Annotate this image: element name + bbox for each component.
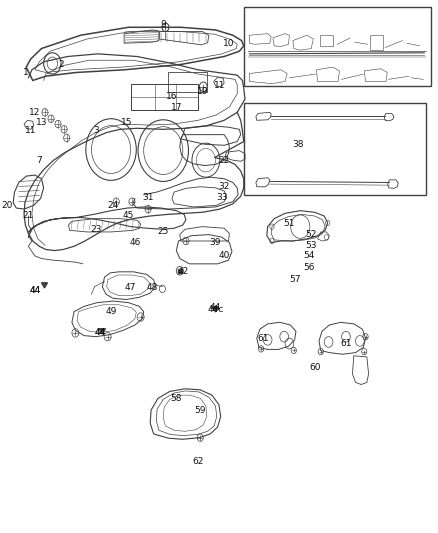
Text: 21: 21 xyxy=(23,212,34,221)
Text: 59: 59 xyxy=(194,406,206,415)
Text: 33: 33 xyxy=(216,193,228,202)
Text: 62: 62 xyxy=(192,457,204,466)
Text: 32: 32 xyxy=(219,182,230,191)
Text: 10: 10 xyxy=(223,39,234,48)
Text: 16: 16 xyxy=(166,92,178,101)
Text: 25: 25 xyxy=(158,228,169,237)
Text: 19: 19 xyxy=(197,86,208,95)
Text: 48: 48 xyxy=(147,283,158,292)
Text: 39: 39 xyxy=(210,238,221,247)
Text: 52: 52 xyxy=(305,230,317,239)
Text: 15: 15 xyxy=(120,118,132,127)
Text: 42: 42 xyxy=(177,268,188,276)
Text: 47: 47 xyxy=(125,283,136,292)
Text: 24: 24 xyxy=(108,201,119,210)
Text: 44: 44 xyxy=(95,328,106,337)
Text: 57: 57 xyxy=(290,275,301,284)
Text: 11: 11 xyxy=(214,81,226,90)
Text: 44: 44 xyxy=(210,303,221,312)
Text: 12: 12 xyxy=(29,108,41,117)
Text: 40: 40 xyxy=(219,252,230,260)
Text: 38: 38 xyxy=(292,140,304,149)
Text: 31: 31 xyxy=(142,193,154,202)
Text: 3: 3 xyxy=(93,126,99,135)
Text: 7: 7 xyxy=(36,156,42,165)
Text: 53: 53 xyxy=(305,241,317,250)
Text: 20: 20 xyxy=(2,201,13,210)
Text: 13: 13 xyxy=(36,118,47,127)
Text: 60: 60 xyxy=(310,363,321,372)
Text: 22: 22 xyxy=(219,156,230,165)
Text: 44: 44 xyxy=(29,286,41,295)
Text: 9: 9 xyxy=(160,20,166,29)
Text: 56: 56 xyxy=(303,263,315,272)
Text: 23: 23 xyxy=(90,225,102,234)
Text: 58: 58 xyxy=(170,394,182,403)
Text: 44: 44 xyxy=(29,286,41,295)
Text: 17: 17 xyxy=(170,102,182,111)
Text: 2: 2 xyxy=(58,60,64,69)
Text: 44: 44 xyxy=(95,328,106,337)
Text: 45: 45 xyxy=(123,212,134,221)
Text: 11: 11 xyxy=(25,126,36,135)
Text: 46: 46 xyxy=(129,238,141,247)
Text: 61: 61 xyxy=(258,334,269,343)
Text: 49: 49 xyxy=(106,307,117,316)
Text: 51: 51 xyxy=(284,220,295,229)
Text: 54: 54 xyxy=(303,252,314,260)
Text: 1: 1 xyxy=(23,68,29,77)
Text: 44c: 44c xyxy=(207,304,223,313)
Text: 61: 61 xyxy=(340,339,352,348)
